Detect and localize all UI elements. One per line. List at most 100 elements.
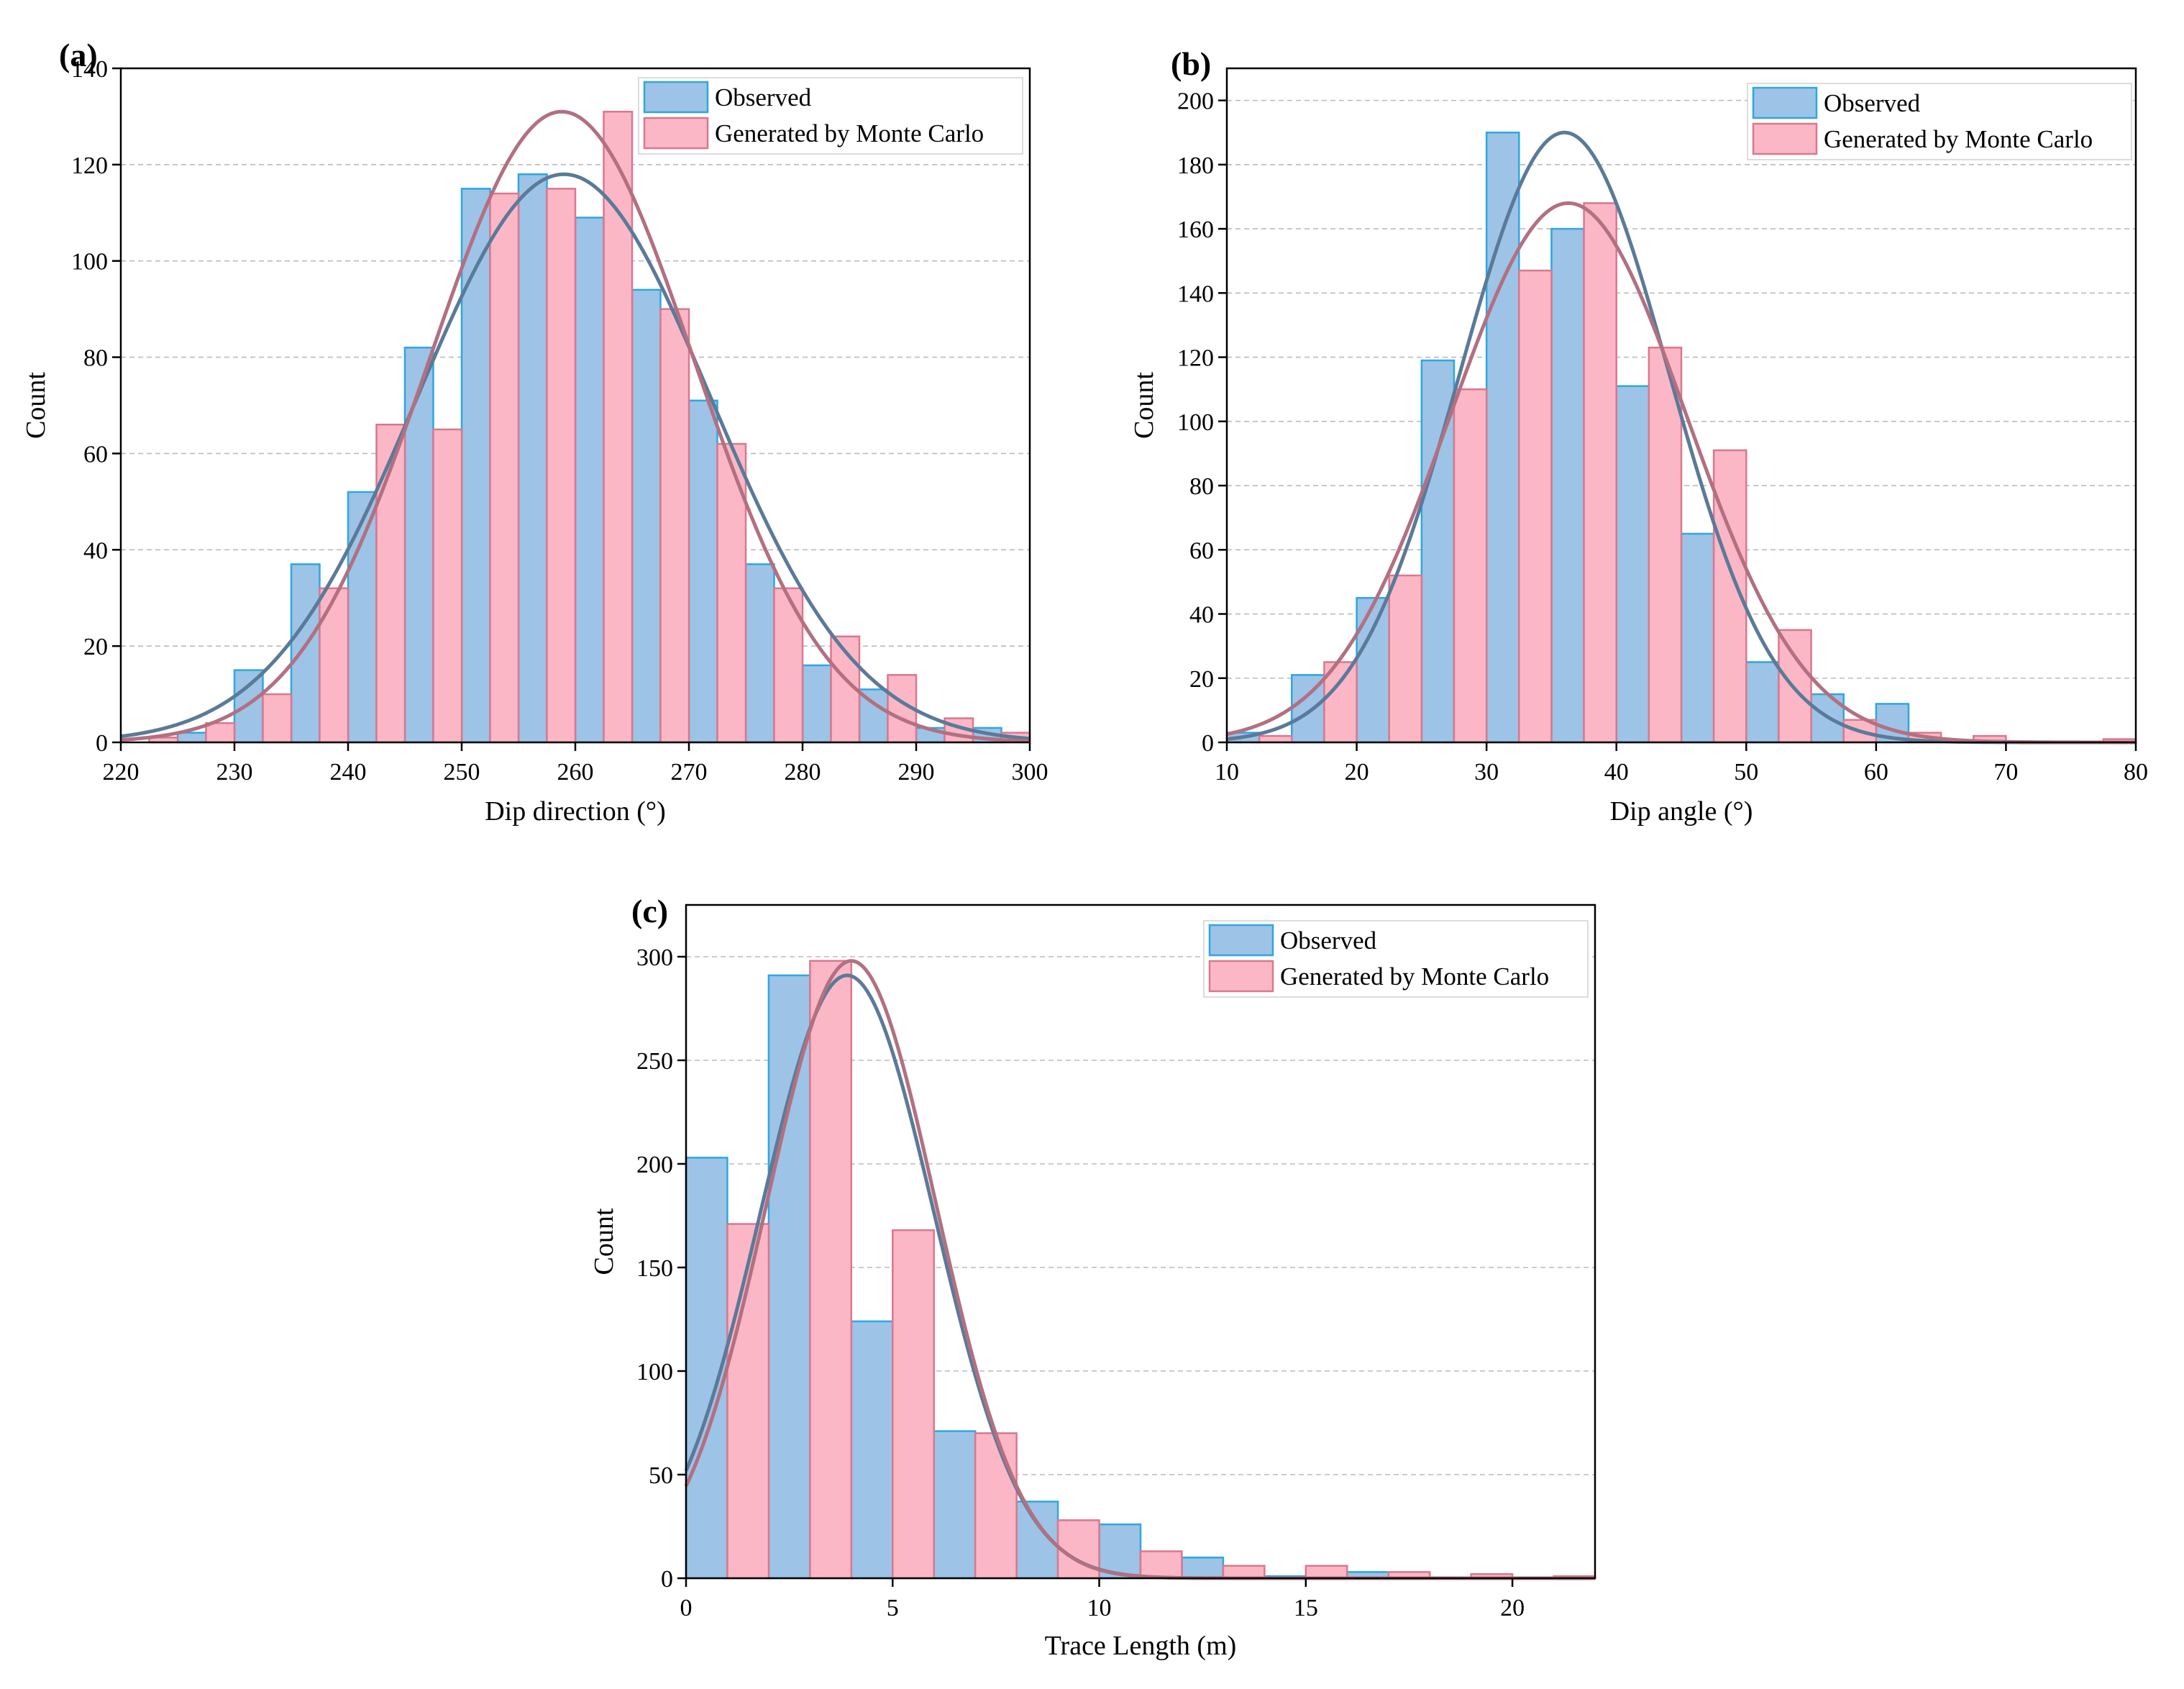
- y-tick-label: 20: [83, 634, 108, 660]
- generated-bar: [603, 110, 634, 744]
- y-axis-title: Count: [1129, 372, 1159, 439]
- x-tick-label: 40: [1604, 759, 1629, 786]
- legend-swatch-observed: [1208, 924, 1274, 957]
- y-tick-label: 200: [1177, 88, 1214, 115]
- generated-bar: [1453, 388, 1488, 744]
- observed-bar: [850, 1320, 894, 1580]
- generated-bar: [205, 721, 236, 744]
- y-tick-label: 100: [636, 1359, 673, 1385]
- generated-bar: [1258, 734, 1293, 744]
- y-tick-label: 40: [83, 537, 108, 564]
- generated-bar: [489, 192, 520, 744]
- observed-bar: [801, 664, 832, 744]
- observed-bar: [403, 346, 434, 744]
- y-tick-label: 160: [1177, 217, 1214, 243]
- observed-bar: [517, 173, 548, 744]
- observed-bar: [1615, 385, 1650, 744]
- x-tick-label: 220: [103, 759, 140, 786]
- y-tick-label: 40: [1189, 602, 1214, 629]
- y-tick-label: 0: [661, 1566, 673, 1593]
- observed-bar: [290, 563, 321, 744]
- observed-bar: [1550, 227, 1585, 744]
- observed-bar: [233, 669, 264, 744]
- generated-bar: [1323, 661, 1358, 744]
- x-tick-label: 250: [444, 759, 480, 786]
- y-tick-label: 20: [1189, 666, 1214, 693]
- panel-label-b: (b): [1171, 45, 1211, 82]
- x-tick-label: 30: [1474, 759, 1499, 786]
- generated-bar: [1648, 346, 1683, 744]
- generated-bar: [1583, 202, 1617, 744]
- legend-swatch-observed: [1752, 86, 1818, 119]
- x-tick-label: 260: [557, 759, 594, 786]
- x-tick-label: 10: [1087, 1595, 1112, 1621]
- generated-bar: [1222, 1565, 1266, 1580]
- observed-bar: [1745, 661, 1780, 744]
- generated-bar: [432, 428, 463, 744]
- x-tick-label: 240: [330, 759, 367, 786]
- y-tick-label: 140: [1177, 281, 1214, 307]
- generated-bar: [319, 587, 349, 744]
- y-tick-label: 180: [1177, 152, 1214, 179]
- x-tick-label: 15: [1294, 1595, 1318, 1621]
- y-tick-label: 100: [71, 249, 108, 276]
- y-tick-label: 0: [1202, 730, 1214, 757]
- legend-label-generated: Generated by Monte Carlo: [715, 119, 984, 147]
- observed-bar: [347, 491, 378, 744]
- x-tick-label: 70: [1993, 759, 2018, 786]
- legend: Observed Generated by Monte Carlo: [1747, 83, 2132, 160]
- y-tick-label: 300: [636, 944, 673, 971]
- legend-label-observed: Observed: [1824, 89, 1921, 117]
- legend-swatch-generated: [1208, 960, 1274, 993]
- y-tick-label: 100: [1177, 409, 1214, 436]
- generated-fit-curve: [1226, 201, 2136, 745]
- generated-bar: [1388, 574, 1423, 744]
- observed-bar: [574, 217, 605, 744]
- legend: Observed Generated by Monte Carlo: [1203, 920, 1589, 998]
- x-tick-label: 300: [1012, 759, 1048, 786]
- y-axis-title: Count: [589, 1208, 619, 1275]
- generated-bar: [1139, 1550, 1183, 1580]
- y-tick-label: 150: [636, 1255, 673, 1282]
- observed-bar: [933, 1430, 977, 1580]
- x-axis-title: Dip direction (°): [485, 796, 666, 827]
- x-axis-title: Dip angle (°): [1610, 796, 1753, 827]
- observed-bar: [176, 732, 207, 744]
- y-axis-title: Count: [21, 372, 51, 439]
- x-tick-label: 270: [671, 759, 708, 786]
- y-tick-label: 140: [71, 56, 108, 83]
- observed-bar: [767, 974, 811, 1580]
- observed-bar: [631, 288, 662, 744]
- x-axis-title: Trace Length (m): [1045, 1631, 1237, 1661]
- legend-swatch-generated: [643, 117, 709, 150]
- x-tick-label: 5: [887, 1595, 899, 1621]
- legend-label-generated: Generated by Monte Carlo: [1280, 962, 1549, 991]
- legend-label-observed: Observed: [1280, 927, 1377, 955]
- panel-label-a: (a): [59, 37, 98, 73]
- generated-bar: [1056, 1519, 1100, 1580]
- plot-frame: [685, 903, 1596, 1580]
- legend-swatch-observed: [643, 81, 709, 114]
- legend-label-observed: Observed: [715, 83, 812, 111]
- generated-bar: [546, 188, 577, 744]
- generated-bar: [659, 308, 690, 744]
- x-tick-label: 280: [785, 759, 821, 786]
- y-tick-label: 0: [96, 730, 108, 757]
- generated-bar: [1305, 1565, 1348, 1580]
- generated-bar: [1778, 629, 1812, 744]
- x-tick-label: 0: [680, 1595, 693, 1621]
- observed-bar: [744, 563, 775, 744]
- y-tick-label: 60: [1189, 537, 1214, 564]
- legend: Observed Generated by Monte Carlo: [638, 77, 1023, 155]
- observed-bar: [460, 188, 491, 744]
- y-tick-label: 200: [636, 1152, 673, 1178]
- chart-panel-2: 0 20 40 60 80 100 120 140 160 180 200 10 20 30 40 50 60 7…: [1129, 67, 2148, 827]
- generated-bar: [809, 960, 853, 1580]
- observed-bar: [1680, 532, 1715, 744]
- y-tick-label: 80: [83, 345, 108, 372]
- panel-label-c: (c): [631, 893, 668, 929]
- chart-panel-3: 0 50 100 150 200 250 300 0 5 10 15 20 Trace Length (…: [589, 903, 1596, 1661]
- generated-bar: [1518, 269, 1553, 744]
- y-tick-label: 120: [1177, 345, 1214, 372]
